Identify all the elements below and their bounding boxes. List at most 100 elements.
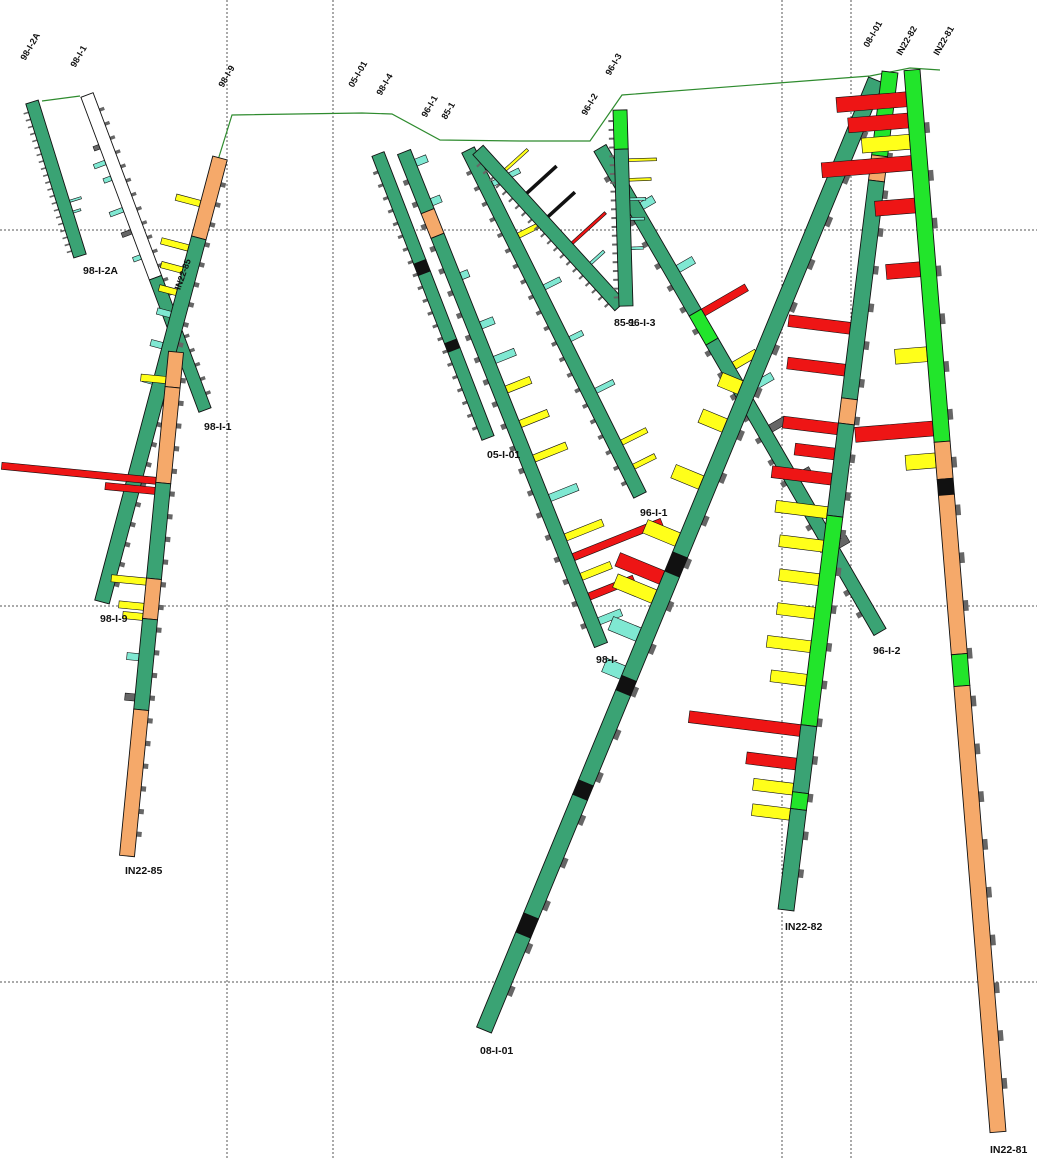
- sample-tick: [816, 718, 823, 728]
- sample-tick: [387, 208, 394, 214]
- assay-bar: [700, 283, 749, 317]
- sample-tick: [204, 242, 211, 248]
- sample-tick: [527, 218, 533, 224]
- sample-tick: [397, 234, 404, 240]
- hole-segment-host_rock: [826, 422, 855, 518]
- sample-tick: [55, 215, 62, 219]
- assay-bar: [751, 803, 791, 821]
- assay-bar: [752, 778, 794, 796]
- sample-tick: [417, 285, 424, 291]
- sample-tick: [156, 627, 162, 633]
- assay-bar: [149, 339, 164, 350]
- sample-tick: [422, 298, 429, 303]
- sample-tick: [481, 201, 488, 208]
- sample-tick: [610, 181, 616, 184]
- sample-tick: [844, 491, 851, 501]
- sample-tick: [32, 139, 38, 143]
- hole-segment-host_rock: [145, 481, 172, 581]
- sample-tick: [613, 296, 619, 299]
- hole-segment-mineralized_zone: [688, 308, 719, 346]
- sample-tick: [597, 434, 604, 440]
- drill-hole-IN22-81: [820, 68, 1008, 1134]
- hole-segment-mineralized_zone: [790, 791, 810, 811]
- sample-tick: [1001, 1077, 1008, 1089]
- sample-tick: [113, 581, 120, 588]
- sample-tick: [620, 480, 627, 487]
- assay-bar: [568, 329, 585, 342]
- sample-tick: [412, 272, 419, 278]
- sample-tick: [214, 202, 221, 208]
- sample-tick: [612, 261, 618, 264]
- assay-bar: [72, 208, 82, 214]
- sample-tick: [970, 695, 977, 707]
- hole-segment-alteration: [119, 708, 150, 858]
- sample-tick: [432, 323, 438, 329]
- sample-tick: [162, 276, 169, 282]
- assay-bar: [607, 616, 642, 642]
- sample-tick: [935, 265, 942, 277]
- sample-tick: [147, 718, 153, 724]
- hole-segment-host_rock: [447, 347, 495, 441]
- sample-tick: [604, 302, 610, 308]
- assay-bar: [628, 177, 652, 182]
- sample-tick: [520, 279, 527, 285]
- assay-bar: [629, 197, 647, 202]
- sample-tick: [612, 243, 618, 246]
- sample-tick: [42, 174, 49, 178]
- sample-tick: [821, 680, 828, 690]
- hole-segment-mineralized_zone: [950, 652, 971, 688]
- sample-tick: [854, 416, 861, 426]
- sample-tick: [849, 454, 856, 464]
- sample-tick: [559, 857, 569, 869]
- hole-segment-alteration: [190, 155, 228, 241]
- sample-tick: [165, 536, 171, 543]
- sample-tick: [141, 220, 148, 226]
- sample-tick: [840, 529, 847, 539]
- sample-tick: [584, 281, 590, 287]
- sample-tick: [120, 163, 127, 169]
- sample-tick: [959, 552, 965, 564]
- sample-tick: [198, 262, 205, 268]
- sample-tick: [25, 118, 31, 122]
- assay-bar: [861, 134, 911, 154]
- sample-tick: [683, 558, 693, 570]
- sample-tick: [552, 246, 559, 252]
- sample-tick: [34, 146, 40, 150]
- sample-tick: [990, 934, 996, 946]
- sample-tick: [136, 831, 142, 838]
- sample-tick: [609, 164, 615, 167]
- sample-tick: [924, 122, 931, 134]
- sample-tick: [565, 260, 571, 266]
- sample-tick: [466, 413, 473, 419]
- sample-tick: [507, 985, 516, 997]
- assay-bar: [769, 669, 808, 687]
- sample-tick: [489, 216, 496, 223]
- sample-tick: [205, 390, 212, 396]
- assay-bar: [787, 314, 852, 335]
- sample-tick: [611, 225, 617, 228]
- sample-tick: [427, 311, 433, 316]
- sample-tick: [589, 418, 596, 425]
- sample-tick: [566, 372, 573, 378]
- hole-segment-host_rock: [430, 232, 609, 649]
- sample-tick: [612, 252, 618, 255]
- sample-tick: [146, 234, 153, 240]
- sample-tick: [597, 295, 603, 301]
- sample-tick: [130, 191, 137, 197]
- assay-bar: [92, 159, 107, 170]
- assay-bar: [629, 216, 645, 221]
- sample-tick: [974, 743, 981, 755]
- sample-tick: [951, 456, 958, 468]
- assay-bar: [630, 246, 644, 251]
- sample-tick: [209, 222, 216, 228]
- assay-bar: [670, 464, 705, 490]
- sample-tick: [533, 225, 539, 231]
- hole-segment-alteration: [164, 350, 184, 389]
- sample-tick: [160, 582, 167, 588]
- assay-bar: [904, 452, 937, 471]
- sample-tick: [171, 468, 178, 475]
- assay-bar: [874, 197, 916, 217]
- sample-tick: [377, 183, 384, 188]
- sample-tick: [447, 362, 453, 367]
- sample-tick: [858, 378, 865, 388]
